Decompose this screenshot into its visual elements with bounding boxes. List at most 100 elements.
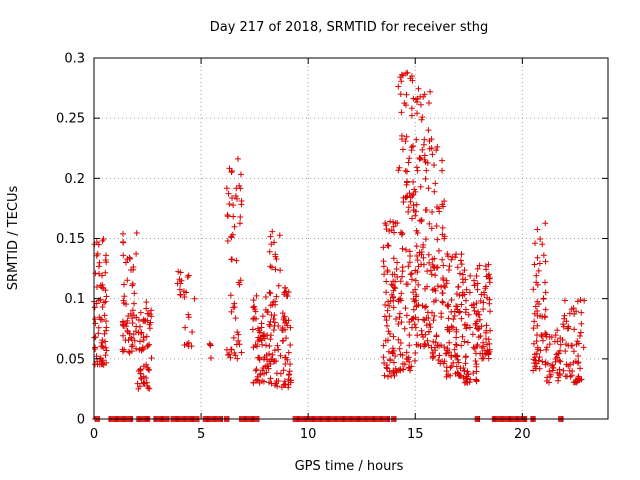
data-point	[266, 289, 273, 296]
data-point	[433, 223, 440, 230]
data-point	[235, 279, 242, 286]
data-point	[408, 270, 415, 277]
data-point	[438, 167, 445, 174]
data-point	[421, 304, 428, 311]
data-point	[287, 341, 294, 348]
data-point	[129, 282, 136, 289]
data-point	[181, 293, 188, 300]
data-point	[383, 289, 390, 296]
data-point	[575, 352, 582, 359]
data-point	[185, 339, 192, 346]
data-point	[449, 324, 456, 331]
data-point	[128, 336, 135, 342]
data-point	[405, 204, 412, 211]
y-tick-label: 0	[77, 413, 85, 428]
data-point	[226, 165, 233, 172]
data-point	[126, 349, 133, 356]
data-point	[94, 250, 101, 257]
data-point	[439, 298, 446, 305]
data-point	[473, 273, 480, 280]
data-point	[545, 360, 552, 367]
data-point	[534, 308, 541, 315]
data-point	[413, 243, 420, 250]
data-point	[137, 338, 144, 345]
data-point	[486, 296, 493, 303]
data-point	[439, 231, 446, 238]
data-point	[424, 160, 431, 167]
data-point	[434, 143, 441, 150]
data-point	[445, 301, 452, 308]
data-point	[227, 354, 234, 361]
data-point	[423, 167, 430, 174]
data-point	[415, 263, 422, 270]
data-point	[555, 350, 562, 357]
data-point	[250, 297, 257, 304]
data-point	[476, 316, 483, 323]
data-point	[98, 361, 105, 368]
data-point	[390, 297, 397, 304]
data-point	[286, 368, 293, 375]
data-point	[91, 241, 98, 248]
data-point	[234, 195, 241, 202]
data-point	[436, 352, 443, 359]
data-point	[140, 336, 147, 343]
data-point	[419, 331, 426, 338]
data-point	[534, 254, 541, 261]
data-point	[229, 167, 236, 174]
data-point	[470, 344, 477, 351]
data-point	[463, 286, 470, 293]
data-point	[465, 311, 472, 318]
data-point	[102, 338, 109, 345]
data-point	[282, 285, 289, 292]
data-point	[384, 337, 391, 344]
data-point	[455, 309, 462, 316]
x-tick-label: 5	[197, 427, 205, 442]
data-point	[418, 251, 425, 258]
data-point	[271, 322, 278, 329]
data-point	[419, 146, 426, 153]
data-point	[551, 338, 558, 345]
data-point	[448, 256, 455, 263]
data-point	[401, 325, 408, 332]
data-point	[390, 304, 397, 311]
data-point	[230, 202, 237, 209]
data-point	[485, 336, 492, 343]
data-point	[539, 241, 546, 248]
data-point	[458, 261, 465, 268]
data-point	[531, 351, 538, 358]
data-point	[405, 263, 412, 270]
data-point	[565, 362, 572, 369]
data-point	[412, 350, 419, 357]
data-point	[399, 245, 406, 252]
data-point	[96, 270, 103, 277]
data-point	[413, 227, 420, 234]
data-point	[287, 379, 294, 386]
data-point	[273, 293, 280, 300]
data-point	[103, 318, 110, 325]
data-point	[383, 222, 390, 229]
data-point	[285, 372, 292, 379]
data-point	[410, 143, 417, 150]
data-point	[252, 367, 259, 374]
data-point	[182, 324, 189, 331]
data-point	[402, 70, 409, 77]
data-point	[417, 183, 424, 190]
data-point	[95, 330, 102, 337]
data-point	[404, 168, 411, 175]
data-point	[270, 316, 277, 323]
data-point	[441, 344, 448, 351]
data-point	[262, 293, 269, 300]
data-point	[412, 297, 419, 304]
data-point	[459, 289, 466, 296]
data-point	[541, 279, 548, 286]
data-point	[530, 340, 537, 347]
data-point	[272, 253, 279, 260]
data-point	[129, 307, 136, 314]
data-point	[576, 332, 583, 339]
data-point	[237, 171, 244, 178]
data-point	[460, 364, 467, 371]
data-point	[228, 256, 235, 263]
data-point	[462, 297, 469, 304]
data-point	[430, 298, 437, 305]
data-point	[395, 83, 402, 90]
